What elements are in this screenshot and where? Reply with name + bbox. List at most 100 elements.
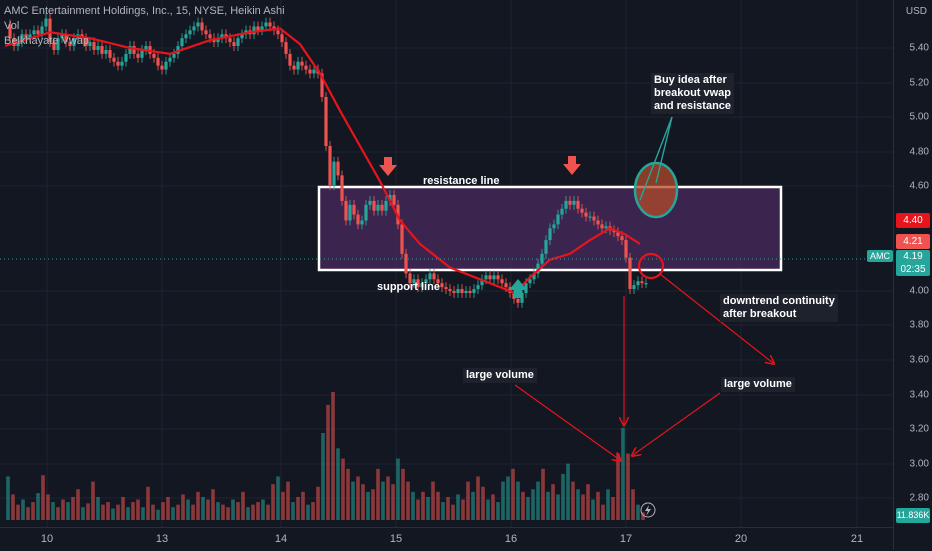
candle-body	[208, 34, 212, 39]
volume-bar	[81, 507, 85, 520]
lightning-icon	[640, 502, 656, 518]
candle-body	[524, 283, 528, 293]
price-chart[interactable]	[0, 0, 893, 527]
volume-bar	[191, 504, 195, 520]
candle-body	[72, 38, 76, 47]
candle-body	[48, 18, 52, 43]
volume-bar	[116, 504, 120, 520]
last-price-badge: 4.19 02:35	[896, 250, 930, 276]
volume-bar	[411, 491, 415, 520]
large-volume-label-right: large volume	[721, 377, 795, 392]
candle-body	[428, 273, 432, 280]
volume-bar	[431, 481, 435, 520]
price-tick: 3.60	[909, 354, 929, 366]
support-label: support line	[377, 281, 440, 293]
time-tick: 10	[40, 533, 54, 545]
candle-body	[620, 236, 624, 241]
candle-body	[40, 26, 44, 35]
candle-body	[432, 273, 436, 280]
volume-bar	[571, 481, 575, 520]
indicator-label[interactable]: Belkhayate Vwap	[4, 35, 89, 47]
volume-bar	[551, 484, 555, 520]
downtrend-label: downtrend continuity after breakout	[720, 294, 838, 322]
volume-bar	[126, 507, 130, 520]
candle-body	[504, 283, 508, 288]
time-axis[interactable]: 10 13 14 15 16 17 20 21	[0, 527, 893, 551]
price-axis[interactable]: USD 5.40 5.20 5.00 4.80 4.60 4.00 3.80 3.60 3.40…	[893, 0, 932, 550]
candle-body	[20, 34, 24, 43]
candle-body	[440, 283, 444, 288]
candle-body	[308, 69, 312, 74]
symbol-title[interactable]: AMC Entertainment Holdings, Inc., 15, NY…	[4, 5, 285, 17]
volume-bar	[36, 493, 40, 520]
volume-bar	[396, 458, 400, 520]
vwap-line	[4, 27, 641, 295]
price-tick: 5.20	[909, 77, 929, 89]
candle-body	[360, 220, 364, 225]
volume-bar	[511, 468, 515, 520]
volume-label[interactable]: Vol	[4, 20, 20, 32]
volume-bar	[16, 504, 20, 520]
candle-body	[160, 65, 164, 70]
volume-bar	[136, 499, 140, 520]
volume-bar	[221, 504, 225, 520]
candle-body	[628, 257, 632, 290]
candle-body	[300, 61, 304, 66]
price-badge-red: 4.40	[896, 213, 930, 228]
currency-label[interactable]: USD	[905, 6, 927, 17]
price-tick: 3.40	[909, 389, 929, 401]
candle-body	[348, 204, 352, 221]
volume-bar	[91, 481, 95, 520]
volume-bar	[316, 486, 320, 520]
volume-bar	[611, 496, 615, 520]
volume-bar	[216, 502, 220, 520]
volume-bar	[591, 499, 595, 520]
candle-body	[372, 200, 376, 211]
candle-body	[408, 273, 412, 284]
candle-body	[252, 26, 256, 35]
price-tick: 5.40	[909, 42, 929, 54]
volume-bar	[516, 481, 520, 520]
volume-bar	[376, 468, 380, 520]
candle-body	[392, 195, 396, 205]
candle-body	[128, 46, 132, 54]
time-tick: 21	[850, 533, 864, 545]
volume-bar	[131, 502, 135, 520]
candle-body	[352, 204, 356, 215]
volume-bar	[26, 507, 30, 520]
volume-bar	[51, 502, 55, 520]
candle-body	[644, 283, 648, 285]
chart-area[interactable]: AMC Entertainment Holdings, Inc., 15, NY…	[0, 0, 893, 527]
time-tick: 14	[274, 533, 288, 545]
candle-body	[292, 65, 296, 70]
volume-bar	[291, 502, 295, 520]
volume-bar	[451, 504, 455, 520]
candle-body	[616, 232, 620, 237]
volume-bar	[256, 502, 260, 520]
candle-body	[176, 46, 180, 54]
candle-body	[232, 42, 236, 47]
candle-body	[120, 61, 124, 66]
candle-body	[420, 283, 424, 288]
candle-body	[328, 146, 332, 186]
volume-bar	[281, 491, 285, 520]
volume-bar	[331, 392, 335, 520]
candle-body	[536, 263, 540, 274]
volume-bar	[501, 481, 505, 520]
volume-bar	[476, 476, 480, 520]
volume-bar	[6, 476, 10, 520]
candle-layer	[8, 13, 648, 308]
volume-bar	[426, 496, 430, 520]
volume-bar	[196, 491, 200, 520]
volume-bar	[441, 502, 445, 520]
candle-body	[624, 240, 628, 258]
candle-body	[596, 220, 600, 225]
candle-body	[640, 281, 644, 284]
volume-bar	[151, 504, 155, 520]
volume-bar	[466, 481, 470, 520]
candle-body	[268, 22, 272, 27]
candle-body	[568, 200, 572, 205]
volume-bar	[606, 489, 610, 520]
price-tick: 4.80	[909, 146, 929, 158]
volume-bar	[61, 499, 65, 520]
